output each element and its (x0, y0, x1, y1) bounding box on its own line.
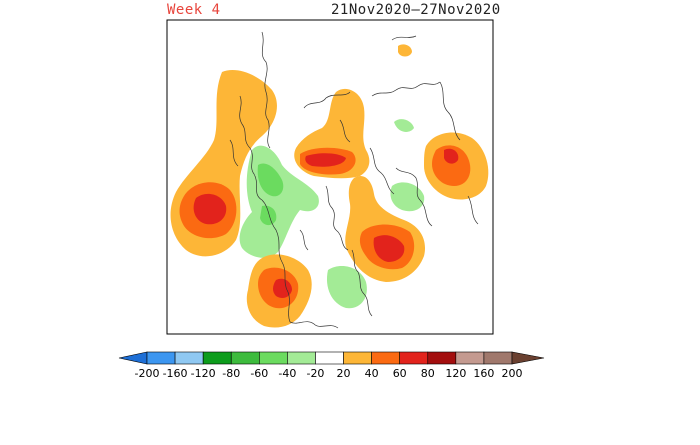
map-panel (167, 20, 493, 334)
colorbar-label: -80 (222, 367, 240, 380)
map-frame (166, 19, 494, 335)
colorbar-bin (399, 351, 429, 365)
colorbar-label: 80 (421, 367, 435, 380)
positive-anomalies (170, 44, 489, 328)
green-region-siberia (394, 119, 414, 132)
colorbar-label: 40 (365, 367, 379, 380)
date-range: 21Nov2020–27Nov2020 (331, 2, 501, 18)
green-region-atlantic (326, 266, 367, 309)
orange-core-east (432, 145, 471, 186)
colorbar-arrow-right (511, 351, 545, 365)
green-region-asia (390, 182, 425, 212)
negative-anomalies (239, 119, 425, 309)
colorbar-bin (287, 351, 316, 365)
red-core-southwest (273, 278, 292, 298)
red-core-atlantic (373, 235, 405, 262)
red-core-east (444, 148, 459, 164)
colorbar-bin (371, 351, 400, 365)
colorbar-label: 120 (445, 367, 466, 380)
colorbar-label: 160 (473, 367, 494, 380)
green-core-canada (257, 163, 284, 197)
colorbar-label: 60 (393, 367, 407, 380)
colorbar-label: -120 (191, 367, 216, 380)
colorbar-bin (455, 351, 485, 365)
colorbar-label: -200 (135, 367, 160, 380)
colorbar-label: -20 (306, 367, 324, 380)
colorbar-label: -60 (250, 367, 268, 380)
colorbar-bin (146, 351, 176, 365)
colorbar-arrow-left (118, 351, 148, 365)
coastlines (229, 31, 479, 329)
week-label: Week 4 (167, 2, 221, 18)
colorbar-bin (202, 351, 232, 365)
colorbar-bin (483, 351, 513, 365)
orange-region-small (398, 44, 412, 57)
red-core-arctic (305, 153, 346, 167)
colorbar-bin (230, 351, 260, 365)
colorbar-label: -160 (163, 367, 188, 380)
colorbar-bin (427, 351, 457, 365)
green-core-canada-2 (260, 205, 277, 226)
colorbar-bin (315, 351, 344, 365)
colorbar-label: 20 (337, 367, 351, 380)
red-core-west (193, 193, 227, 225)
colorbar-bin (174, 351, 204, 365)
colorbar-label: 200 (502, 367, 523, 380)
colorbar: -200 -160 -120 -80 -60 -40 -20 20 40 60 80 120 160 20… (118, 351, 545, 380)
colorbar-label: -40 (278, 367, 296, 380)
colorbar-bin (343, 351, 372, 365)
colorbar-bin (259, 351, 288, 365)
